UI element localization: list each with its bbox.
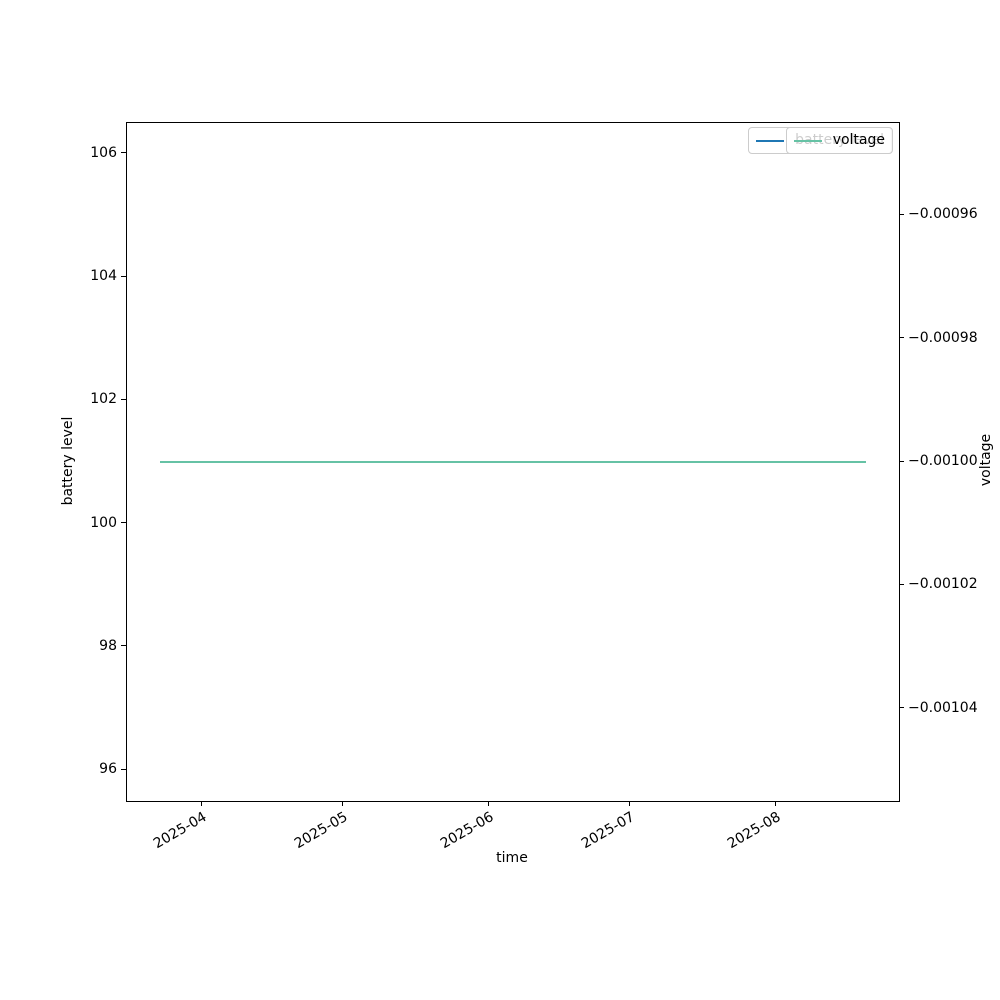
x-axis-tick	[200, 801, 202, 806]
right-axis-tick	[899, 460, 904, 462]
left-axis-tick	[121, 152, 126, 154]
left-axis-tick-label: 106	[90, 144, 117, 161]
right-axis-tick	[899, 213, 904, 215]
x-axis-tick-label: 2025-04	[150, 809, 210, 853]
x-axis-tick	[775, 801, 777, 806]
battery-line-legend-handle	[756, 139, 785, 142]
right-axis-tick-label: −0.00096	[908, 206, 978, 223]
left-axis-tick-label: 102	[90, 391, 117, 408]
right-axis-tick	[899, 583, 904, 585]
right-axis-tick-label: −0.00104	[908, 699, 978, 716]
right-axis-tick-label: −0.00102	[908, 576, 978, 593]
legend-voltage-label: voltage	[832, 132, 885, 148]
left-axis-tick	[121, 645, 126, 647]
left-axis-tick-label: 104	[90, 268, 117, 285]
voltage-line-legend-handle	[793, 139, 822, 142]
x-axis-title: time	[496, 850, 528, 866]
left-axis-tick	[121, 768, 126, 770]
legend-voltage: voltage	[785, 127, 893, 154]
x-axis-tick-label: 2025-08	[724, 809, 784, 853]
x-axis-tick	[487, 801, 489, 806]
right-axis-tick	[899, 337, 904, 339]
right-axis-tick-label: −0.00098	[908, 329, 978, 346]
left-y-axis-title: battery level	[60, 416, 76, 506]
plot-area	[126, 122, 900, 802]
left-axis-tick	[121, 522, 126, 524]
left-axis-tick-label: 100	[90, 514, 117, 531]
x-axis-tick-label: 2025-07	[579, 809, 638, 853]
left-axis-tick-label: 96	[99, 761, 117, 778]
x-axis-tick-label: 2025-05	[291, 809, 351, 853]
left-axis-tick-label: 98	[99, 637, 117, 654]
right-axis-tick-label: −0.00100	[908, 453, 978, 469]
voltage-line	[159, 461, 867, 463]
left-axis-tick	[121, 398, 126, 400]
x-axis-tick	[629, 801, 631, 806]
left-axis-tick	[121, 275, 126, 277]
right-axis-tick	[899, 707, 904, 709]
x-axis-tick-label: 2025-06	[437, 809, 497, 853]
x-axis-tick	[342, 801, 344, 806]
right-y-axis-title: voltage	[978, 433, 994, 487]
